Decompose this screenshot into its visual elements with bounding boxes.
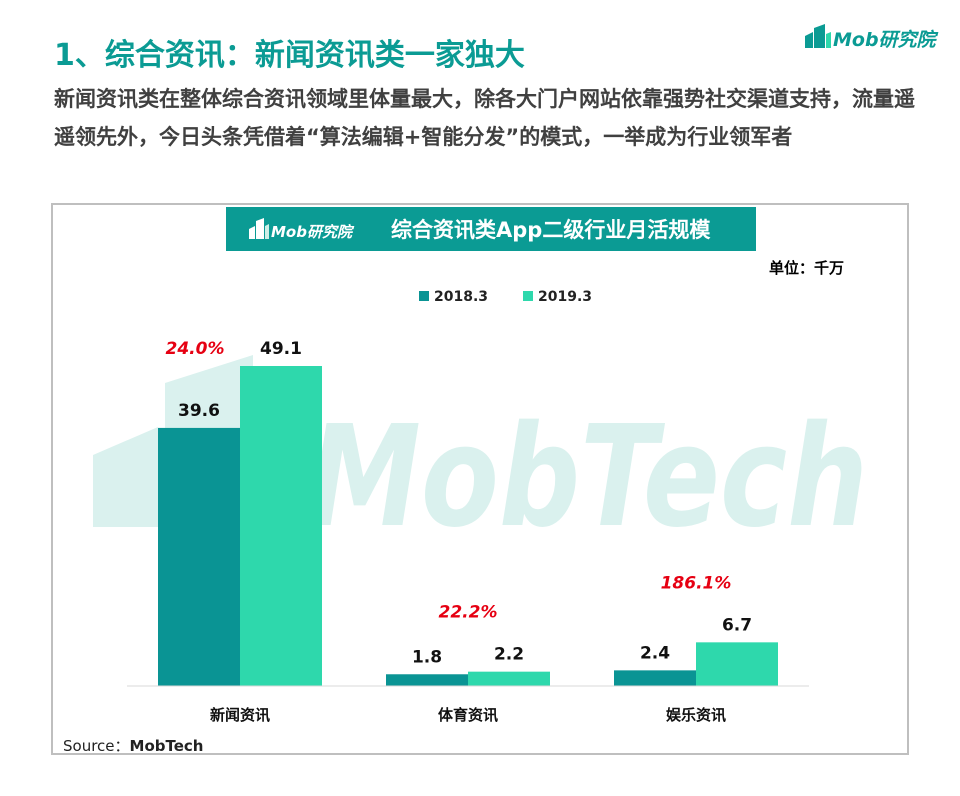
data-label-2019: 2.2	[494, 645, 524, 665]
mob-logo-icon	[805, 24, 831, 48]
mob-logo-text: Mob研究院	[833, 29, 939, 51]
bar-2018	[614, 670, 696, 686]
legend-label-2019: 2019.3	[538, 289, 592, 305]
page-title: 1、综合资讯：新闻资讯类一家独大	[54, 38, 525, 73]
legend-label-2018: 2018.3	[434, 289, 488, 305]
data-label-2018: 2.4	[640, 643, 670, 663]
page-subtitle: 新闻资讯类在整体综合资讯领域里体量最大，除各大门户网站依靠强势社交渠道支持，流量…	[54, 87, 915, 149]
unit-label: 单位：千万	[769, 259, 844, 277]
mob-logo: Mob研究院	[805, 24, 939, 51]
watermark-logo-shape	[93, 427, 158, 527]
legend-swatch-2019	[523, 291, 533, 301]
chart-title: 综合资讯类App二级行业月活规模	[391, 218, 711, 242]
chart-svg: MobTech Mob研究院 综合资讯类App二级行业月活规模 单位：千万 20…	[63, 207, 868, 753]
growth-label: 186.1%	[661, 573, 732, 593]
category-label: 体育资讯	[438, 706, 498, 724]
banner-logo-icon	[256, 218, 264, 239]
banner-logo-text: Mob研究院	[271, 223, 355, 241]
category-label: 新闻资讯	[210, 706, 270, 724]
bar-group: 39.6 49.1 24.0% 新闻资讯 1.8 2.2 22.2% 体育资讯 2.4 6.7 18…	[158, 339, 778, 724]
data-label-2019: 6.7	[722, 615, 752, 635]
banner-logo-icon	[249, 226, 255, 239]
chart-panel: MobTech Mob研究院 综合资讯类App二级行业月活规模 单位：千万 20…	[51, 203, 909, 755]
data-label-2019: 49.1	[260, 339, 302, 359]
bar-2019	[696, 642, 778, 686]
source-label: Source：MobTech	[63, 737, 203, 753]
bar-2019	[468, 671, 550, 686]
legend: 2018.3 2019.3	[419, 289, 592, 305]
watermark-text: MobTech	[308, 396, 868, 559]
bar-2018	[158, 427, 240, 686]
source-name: MobTech	[130, 737, 204, 753]
growth-label: 24.0%	[166, 339, 225, 359]
data-label-2018: 39.6	[178, 401, 220, 421]
banner-logo-icon	[265, 224, 269, 239]
bar-2019	[240, 366, 322, 686]
category-label: 娱乐资讯	[666, 706, 726, 724]
legend-swatch-2018	[419, 291, 429, 301]
bar-2018	[386, 674, 468, 686]
source-prefix: Source：	[63, 737, 130, 753]
chart-title-banner: Mob研究院 综合资讯类App二级行业月活规模	[226, 207, 756, 251]
growth-label: 22.2%	[439, 603, 498, 623]
data-label-2018: 1.8	[412, 647, 442, 667]
